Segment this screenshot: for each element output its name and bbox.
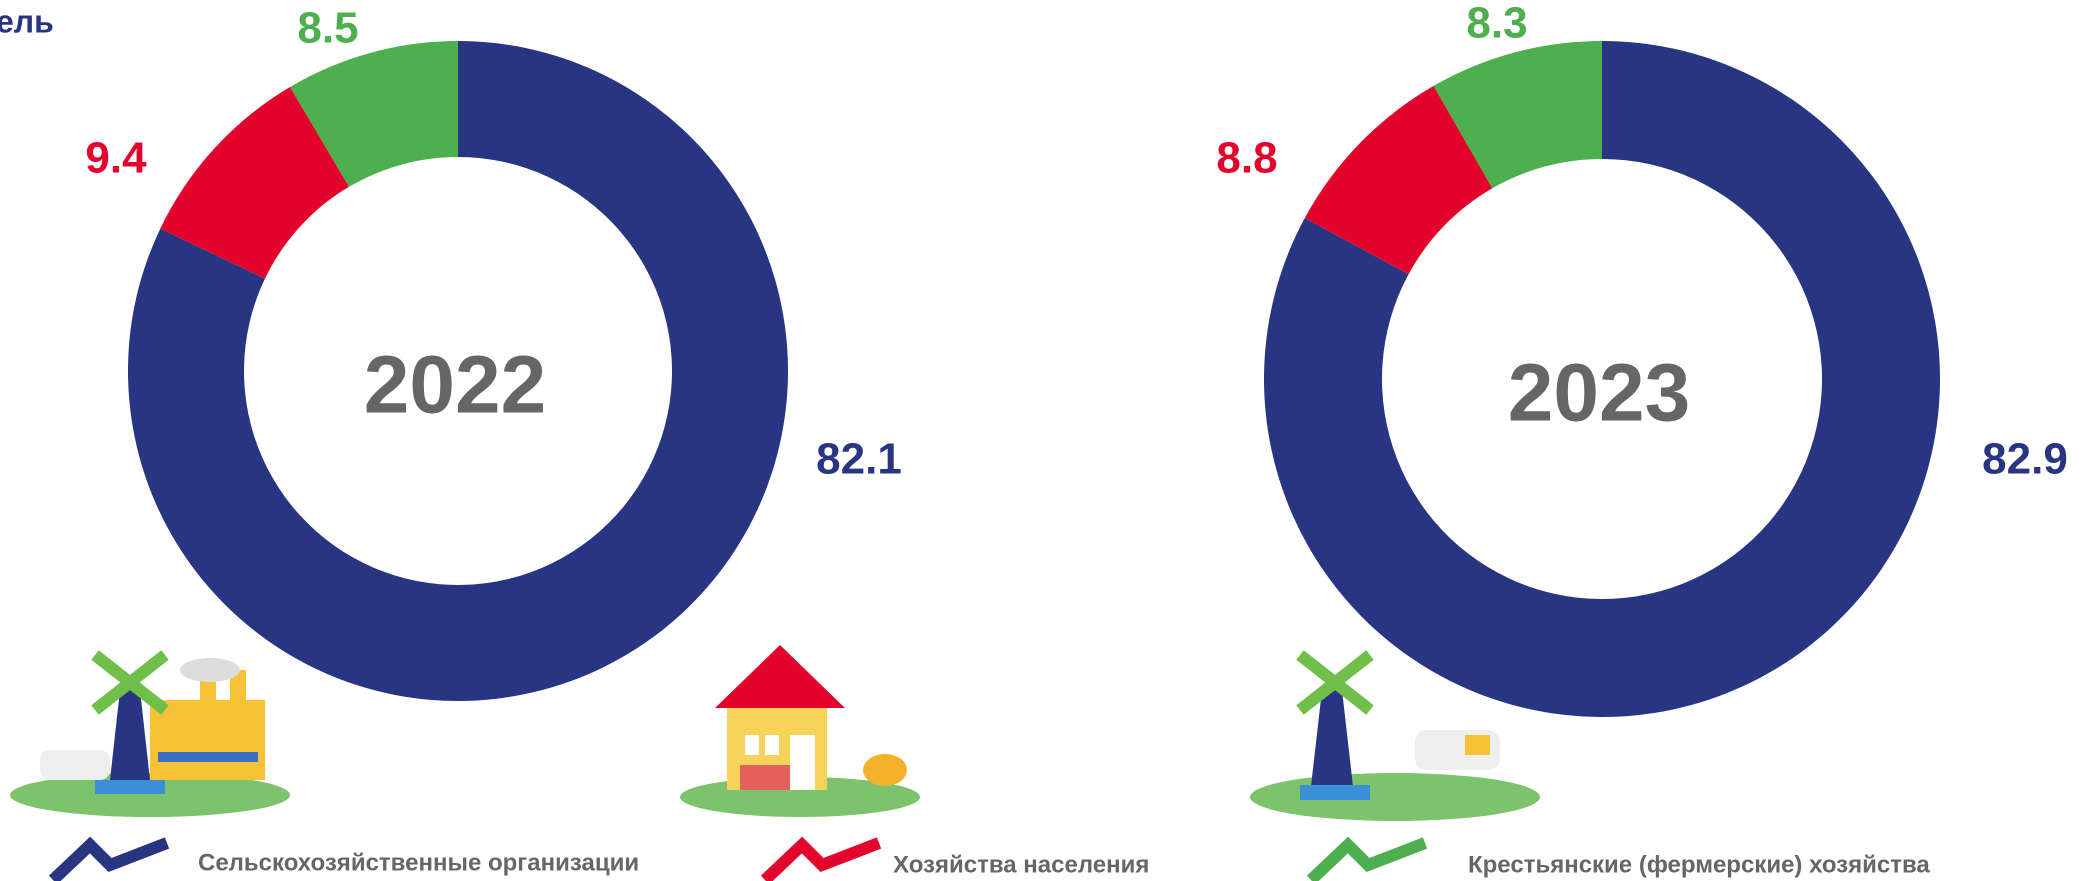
legend-icon bbox=[1311, 843, 1425, 880]
data-label: 8.3 bbox=[1466, 0, 1527, 48]
legend-label: Сельскохозяйственные организации bbox=[198, 849, 639, 876]
data-label: 8.8 bbox=[1216, 134, 1277, 183]
farm-illustration bbox=[10, 655, 290, 817]
data-label: 82.9 bbox=[1982, 435, 2068, 484]
legend-label: Хозяйства населения bbox=[893, 851, 1149, 878]
center-label: 2023 bbox=[1508, 348, 1690, 439]
center-label: 2022 bbox=[364, 340, 546, 431]
house-illustration bbox=[680, 645, 920, 817]
data-label: 8.5 bbox=[297, 4, 358, 53]
data-label: 82.1 bbox=[816, 435, 902, 484]
legend-label: Крестьянские (фермерские) хозяйства bbox=[1468, 851, 1930, 878]
page: ель Сельскохозяйственные организации Хоз… bbox=[0, 0, 2088, 881]
title-fragment: ель bbox=[0, 3, 54, 39]
legend-icon bbox=[53, 843, 167, 880]
legend-icon bbox=[765, 843, 879, 880]
data-label: 9.4 bbox=[85, 134, 147, 183]
